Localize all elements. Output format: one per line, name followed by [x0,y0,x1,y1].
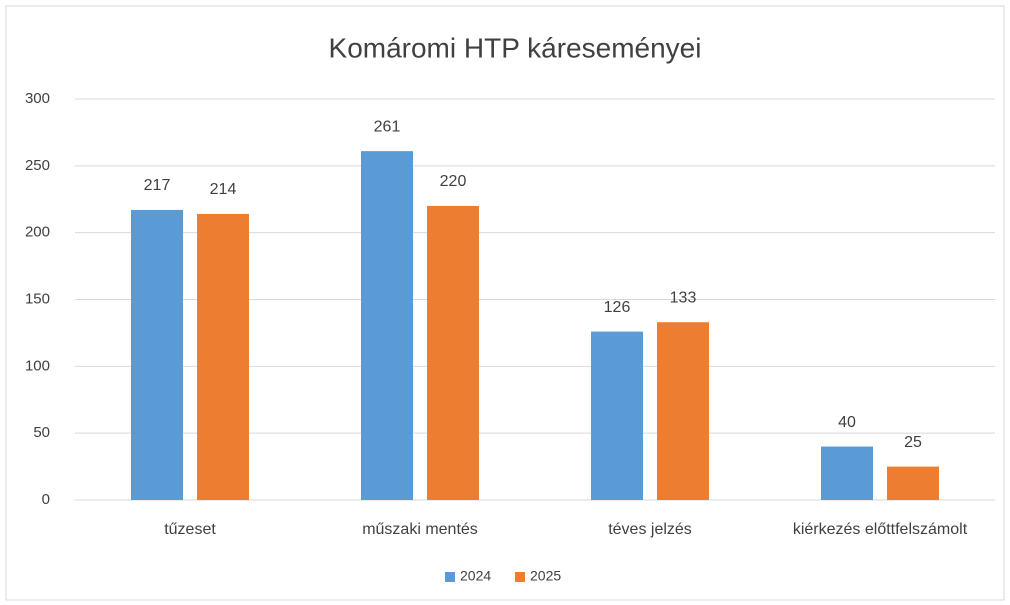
y-tick-label: 150 [25,290,50,307]
y-tick-label: 200 [25,224,50,241]
bar [427,205,479,500]
x-tick-label: műszaki mentés [362,521,478,538]
bar [197,213,249,500]
bar [887,466,939,500]
bar [591,331,643,500]
x-tick-label: téves jelzés [608,521,692,538]
data-label: 220 [440,173,467,190]
data-label: 261 [374,118,401,135]
legend-swatch [445,572,455,582]
data-label: 40 [838,414,856,431]
x-tick-label: tűzeset [164,521,216,538]
y-tick-label: 300 [25,90,50,107]
bar [361,151,413,500]
data-label: 126 [604,299,631,316]
bar [131,209,183,500]
legend-label: 2025 [530,568,561,584]
y-tick-label: 0 [42,491,50,508]
x-tick-label: kiérkezés előttfelszámolt [793,521,968,538]
legend-swatch [515,572,525,582]
y-tick-label: 250 [25,157,50,174]
y-tick-label: 100 [25,357,50,374]
bar [657,322,709,500]
y-tick-label: 50 [33,424,50,441]
data-label: 217 [144,177,171,194]
data-label: 25 [904,434,922,451]
data-label: 133 [670,289,697,306]
bar [821,446,873,500]
legend-label: 2024 [460,568,491,584]
data-label: 214 [210,181,237,198]
chart-title: Komáromi HTP káreseményei [329,32,702,63]
